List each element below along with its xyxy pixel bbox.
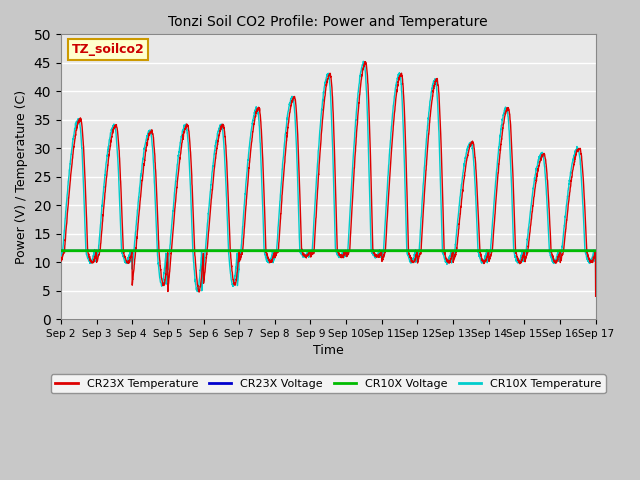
Text: TZ_soilco2: TZ_soilco2 [72, 43, 145, 56]
Title: Tonzi Soil CO2 Profile: Power and Temperature: Tonzi Soil CO2 Profile: Power and Temper… [168, 15, 488, 29]
Y-axis label: Power (V) / Temperature (C): Power (V) / Temperature (C) [15, 90, 28, 264]
Legend: CR23X Temperature, CR23X Voltage, CR10X Voltage, CR10X Temperature: CR23X Temperature, CR23X Voltage, CR10X … [51, 374, 605, 393]
X-axis label: Time: Time [313, 344, 344, 357]
